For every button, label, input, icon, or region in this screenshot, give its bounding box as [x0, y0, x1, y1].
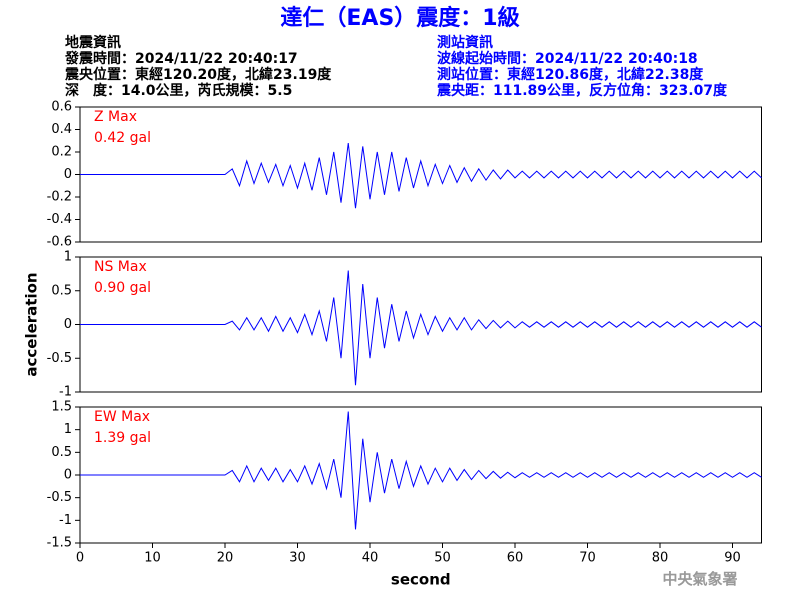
- waveform: [80, 411, 762, 530]
- x-tick-label: 10: [144, 551, 161, 566]
- x-tick-label: 70: [579, 551, 596, 566]
- x-tick-label: 20: [217, 551, 234, 566]
- x-tick-label: 40: [362, 551, 379, 566]
- annotation: 1.39 gal: [94, 430, 151, 446]
- y-tick-label: -0.5: [47, 490, 72, 505]
- y-tick-label: 1: [64, 250, 72, 265]
- y-tick-label: 1.5: [51, 400, 72, 415]
- x-tick-label: 0: [76, 551, 84, 566]
- y-tick-label: -0.2: [47, 190, 72, 205]
- chart-title: 達仁（EAS）震度：1級: [280, 5, 519, 31]
- y-tick-label: -1: [59, 513, 72, 528]
- annotation: 0.42 gal: [94, 130, 151, 146]
- annotation: NS Max: [94, 259, 147, 275]
- waveform: [80, 142, 762, 209]
- annotation: Z Max: [94, 109, 137, 125]
- annotation: EW Max: [94, 409, 150, 425]
- info-right: 測站資訊: [437, 34, 493, 51]
- info-left: 震央位置：東經120.20度，北緯23.19度: [64, 66, 332, 83]
- info-right: 震央距：111.89公里，反方位角：323.07度: [436, 82, 728, 99]
- y-axis-label: acceleration: [23, 272, 41, 376]
- info-left: 發震時間：2024/11/22 20:40:17: [64, 50, 298, 67]
- y-tick-label: -0.5: [47, 351, 72, 366]
- x-tick-label: 80: [652, 551, 669, 566]
- y-tick-label: 0.5: [51, 445, 72, 460]
- x-tick-label: 90: [724, 551, 741, 566]
- info-right: 波線起始時間：2024/11/22 20:40:18: [437, 50, 698, 67]
- x-tick-label: 50: [434, 551, 451, 566]
- x-tick-label: 30: [289, 551, 306, 566]
- info-left: 地震資訊: [65, 34, 121, 51]
- y-tick-label: 0.4: [51, 122, 72, 137]
- info-right: 測站位置：東經120.86度，北緯22.38度: [437, 66, 704, 83]
- y-tick-label: -1.5: [47, 536, 72, 551]
- y-tick-label: 0: [64, 167, 72, 182]
- x-tick-label: 60: [507, 551, 524, 566]
- y-tick-label: -0.6: [47, 235, 72, 250]
- x-axis-label: second: [391, 571, 451, 589]
- waveform: [80, 270, 762, 386]
- y-tick-label: 0: [64, 317, 72, 332]
- footer: 中央氣象署: [662, 570, 737, 588]
- y-tick-label: -0.4: [47, 212, 72, 227]
- y-tick-label: 0: [64, 468, 72, 483]
- y-tick-label: 0.5: [51, 283, 72, 298]
- annotation: 0.90 gal: [94, 280, 151, 296]
- y-tick-label: 0.6: [51, 100, 72, 115]
- y-tick-label: 1: [64, 422, 72, 437]
- y-tick-label: -1: [59, 385, 72, 400]
- info-left: 深 度：14.0公里，芮氏規模：5.5: [65, 82, 292, 99]
- y-tick-label: 0.2: [51, 145, 72, 160]
